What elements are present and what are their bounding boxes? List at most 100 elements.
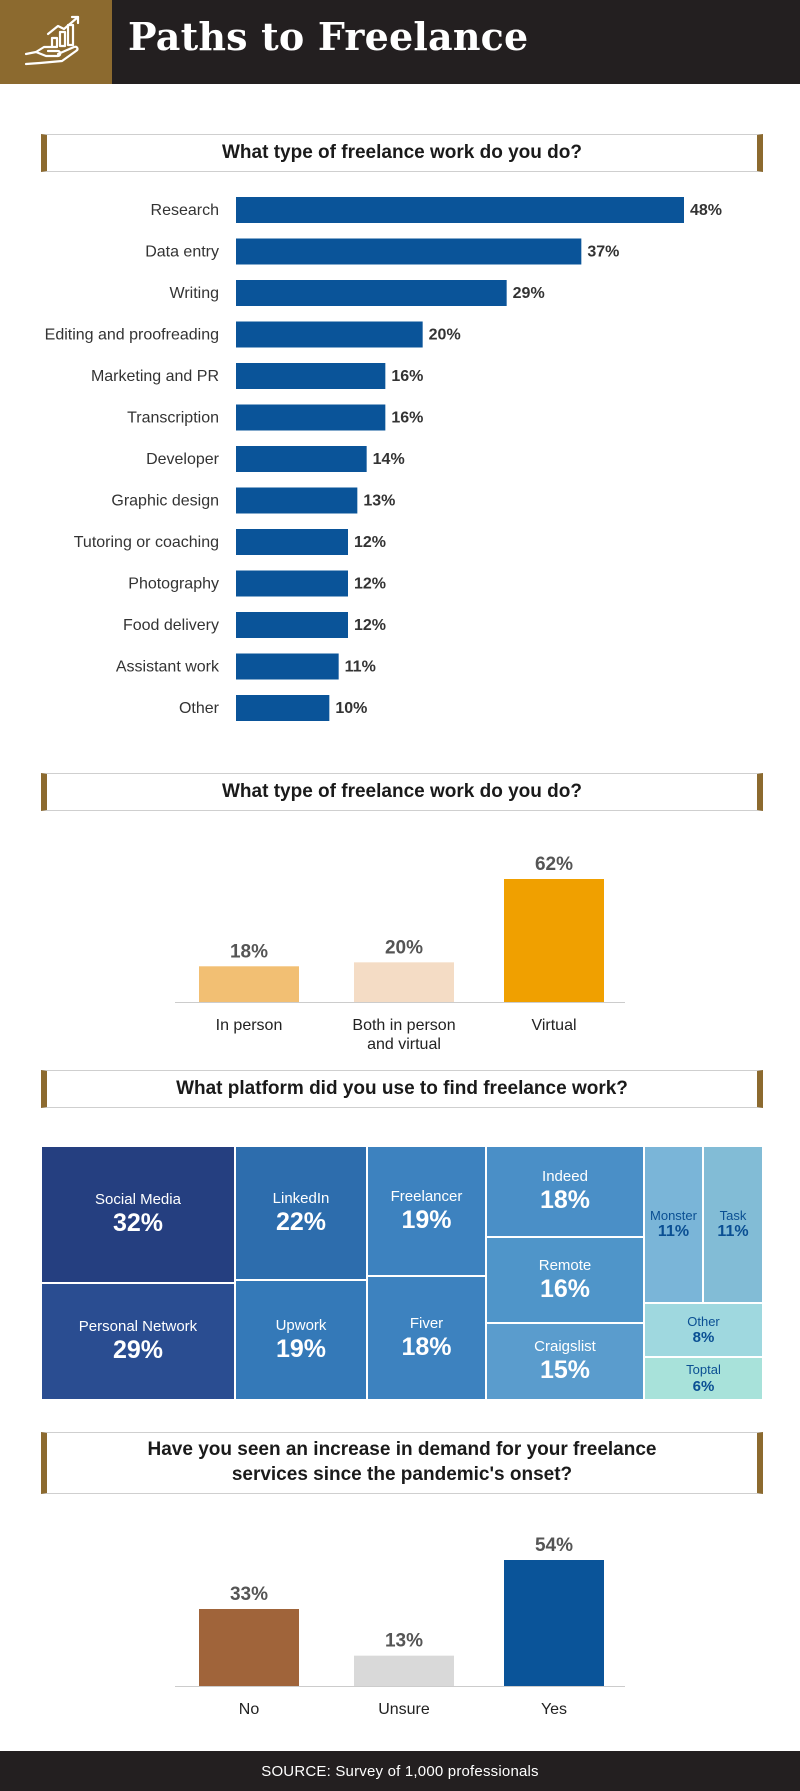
treemap-cell-personal-network: Personal Network 29%: [41, 1283, 235, 1400]
bar: [236, 446, 367, 472]
bar: [236, 404, 386, 431]
category-label: Other: [179, 700, 220, 717]
data-label: 12%: [354, 617, 386, 634]
work-mode-bar-chart: 18% In person 20% Both in person and virtual…: [175, 854, 625, 1053]
treemap-cell-upwork: Upwork 19%: [235, 1280, 367, 1400]
data-label: 16%: [391, 368, 423, 385]
category-label: Writing: [170, 285, 220, 302]
treemap-value: 22%: [275, 1207, 327, 1236]
treemap-label: Personal Network: [78, 1318, 198, 1336]
treemap-value: 29%: [112, 1336, 164, 1365]
treemap-label: Freelancer: [390, 1187, 463, 1205]
treemap-cell-task: Task 11%: [703, 1146, 763, 1303]
hand-growth-chart-icon: [24, 15, 80, 66]
treemap-cell-fiver: Fiver 18%: [367, 1276, 486, 1400]
treemap-label: Indeed: [542, 1168, 588, 1186]
treemap-cell-social-media: Social Media 32%: [41, 1146, 235, 1283]
treemap-cell-craigslist: Craigslist 15%: [486, 1323, 644, 1400]
header-icon-box: [0, 0, 112, 84]
treemap-label: Craigslist: [534, 1338, 596, 1356]
treemap-value: 11%: [717, 1223, 749, 1241]
treemap-label: Other: [687, 1313, 720, 1329]
treemap-label: Remote: [538, 1256, 592, 1274]
data-label: 48%: [690, 202, 722, 219]
treemap-cell-toptal: Toptal 6%: [644, 1357, 763, 1400]
data-label: 20%: [385, 937, 423, 958]
category-label: Photography: [128, 576, 219, 593]
category-label: Transcription: [127, 410, 219, 427]
page-title: Paths to Freelance: [128, 14, 529, 59]
treemap-label: LinkedIn: [272, 1189, 330, 1207]
data-label: 12%: [354, 576, 386, 593]
treemap-value: 18%: [539, 1186, 591, 1215]
chart2-title: What type of freelance work do you do?: [41, 773, 763, 811]
bar: [236, 612, 348, 638]
data-label: 54%: [535, 1535, 573, 1556]
data-label: 33%: [230, 1584, 268, 1605]
data-label: 20%: [429, 327, 461, 344]
treemap-value: 11%: [657, 1223, 690, 1241]
bar: [236, 653, 339, 680]
data-label: 13%: [385, 1631, 423, 1652]
data-label: 37%: [587, 244, 619, 261]
category-label: Marketing and PR: [91, 368, 219, 385]
treemap-cell-monster: Monster 11%: [644, 1146, 703, 1303]
treemap-value: 32%: [112, 1209, 164, 1238]
data-label: 12%: [354, 534, 386, 551]
data-label: 11%: [345, 659, 376, 676]
chart4-title: Have you seen an increase in demand for …: [41, 1432, 763, 1494]
bar: [504, 879, 604, 1002]
data-label: 29%: [513, 285, 545, 302]
treemap-value: 6%: [692, 1377, 715, 1395]
data-label: 10%: [335, 700, 367, 717]
bar: [236, 321, 423, 348]
treemap-cell-linkedin: LinkedIn 22%: [235, 1146, 367, 1280]
data-label: 13%: [363, 493, 395, 510]
category-label: Yes: [541, 1701, 567, 1718]
bar: [199, 966, 299, 1002]
treemap-value: 19%: [275, 1334, 327, 1363]
bar: [236, 570, 348, 597]
treemap-value: 15%: [539, 1356, 591, 1385]
bar: [236, 238, 582, 265]
treemap-label: Toptal: [686, 1362, 721, 1378]
category-label: Virtual: [531, 1017, 576, 1034]
treemap-cell-other: Other 8%: [644, 1303, 763, 1357]
treemap-cell-indeed: Indeed 18%: [486, 1146, 644, 1237]
chart1-title: What type of freelance work do you do?: [41, 134, 763, 172]
data-label: 62%: [535, 854, 573, 875]
treemap-label: Upwork: [275, 1316, 327, 1334]
bar: [199, 1609, 299, 1686]
treemap-label: Social Media: [95, 1191, 181, 1209]
work-type-bar-chart: Research 48% Data entry 37% Writing 29% Editin…: [45, 197, 722, 721]
treemap-label: Fiver: [409, 1314, 444, 1332]
bar: [236, 280, 507, 306]
data-label: 14%: [373, 451, 405, 468]
bar: [236, 529, 348, 555]
data-label: 18%: [230, 941, 268, 962]
source-footer: SOURCE: Survey of 1,000 professionals: [0, 1751, 800, 1791]
category-label: Tutoring or coaching: [74, 534, 219, 551]
bar: [504, 1560, 604, 1686]
bar: [236, 695, 330, 721]
platform-treemap: Social Media 32% Personal Network 29% Li…: [41, 1146, 763, 1400]
category-label: Unsure: [378, 1701, 430, 1718]
category-label: Developer: [146, 451, 220, 468]
treemap-value: 8%: [692, 1329, 715, 1347]
treemap-cell-remote: Remote 16%: [486, 1237, 644, 1323]
bar: [354, 1655, 454, 1686]
category-label: Assistant work: [116, 659, 220, 676]
treemap-cell-freelancer: Freelancer 19%: [367, 1146, 486, 1276]
category-label: Food delivery: [123, 617, 219, 634]
treemap-value: 18%: [401, 1332, 452, 1361]
bar: [354, 962, 454, 1002]
demand-increase-bar-chart: 33% No 13% Unsure 54% Yes: [175, 1535, 625, 1718]
treemap-value: 16%: [539, 1274, 591, 1303]
data-label: 16%: [391, 410, 423, 427]
bar: [236, 363, 386, 389]
category-label: No: [239, 1701, 260, 1718]
page-header: Paths to Freelance: [0, 0, 800, 84]
treemap-label: Task: [719, 1207, 747, 1223]
category-label: Editing and proofreading: [45, 327, 219, 344]
category-label: Data entry: [145, 244, 219, 261]
